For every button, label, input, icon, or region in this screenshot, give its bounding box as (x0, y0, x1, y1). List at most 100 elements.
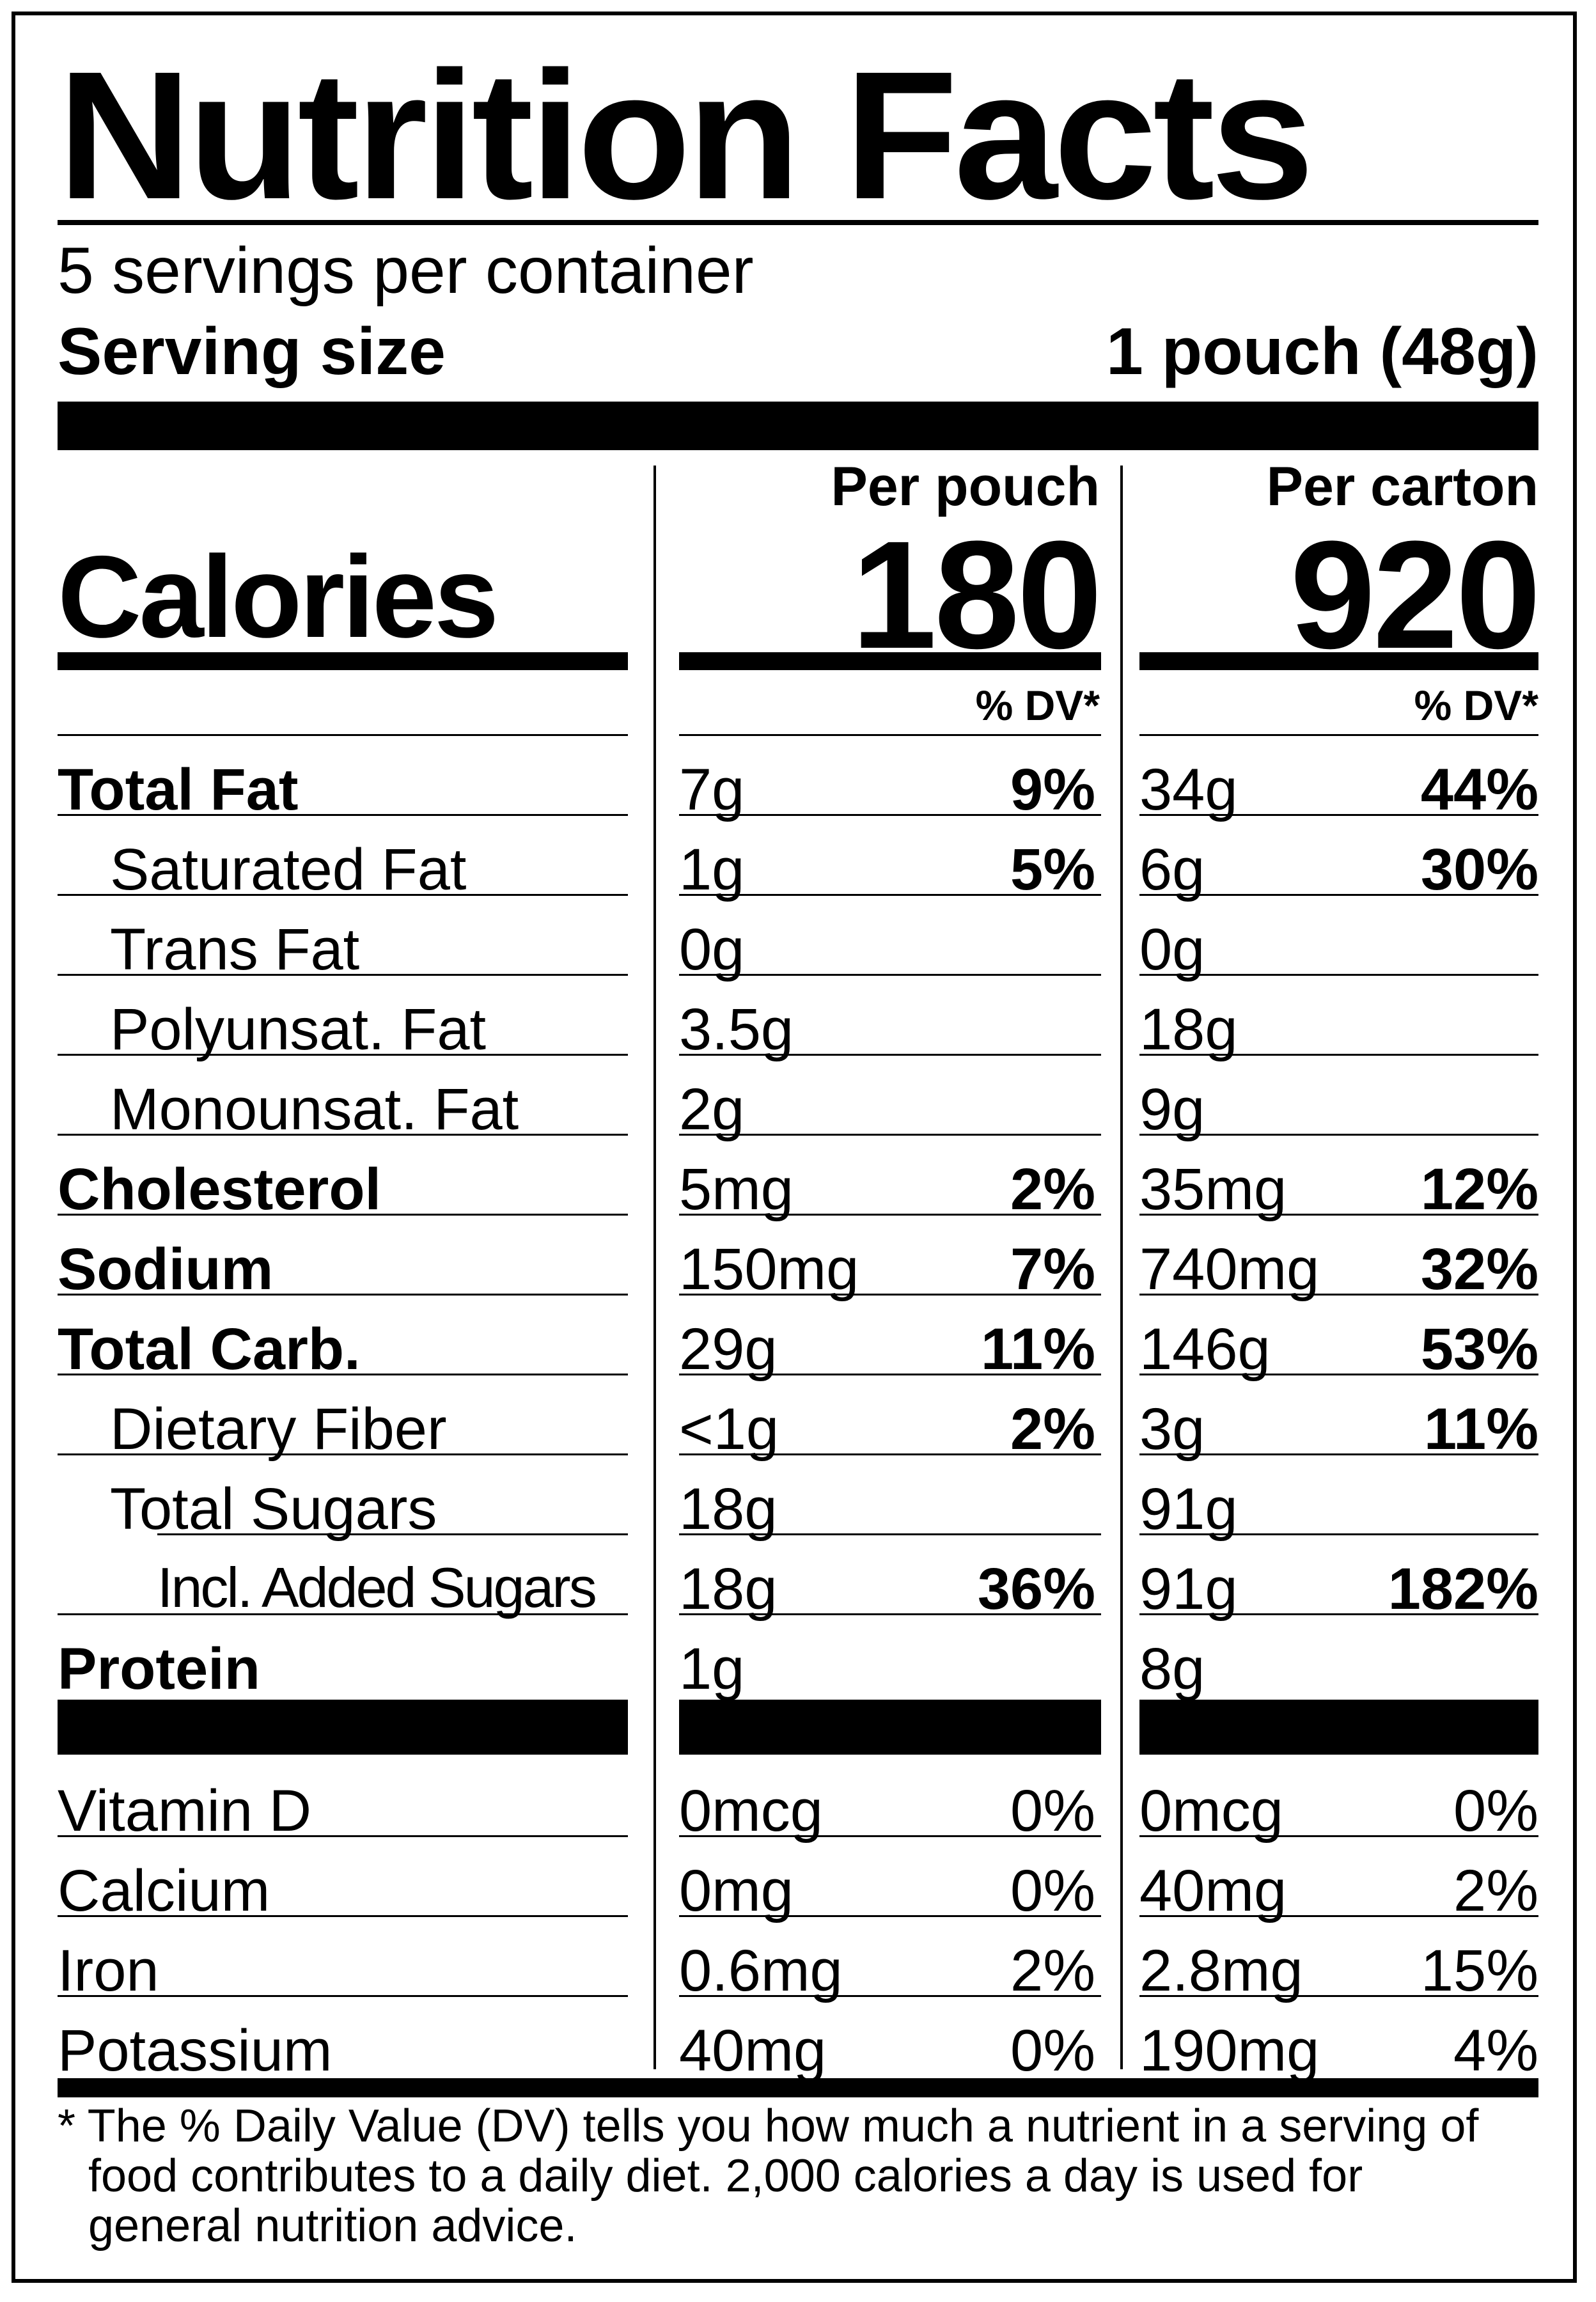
nutrient-label: Trans Fat (110, 917, 360, 982)
column-divider-right (1120, 466, 1123, 2069)
vitamin-row-potassium: Potassium 40mg 0% 190mg 4% (0, 1997, 1596, 2083)
carton-dv: 15% (1420, 1938, 1538, 2003)
row-rule-pouch (679, 1054, 1101, 1056)
row-rule-carton (1139, 1134, 1538, 1136)
nutrient-label: Total Carb. (58, 1317, 361, 1382)
pouch-dv: 2% (1010, 1938, 1095, 2003)
dv-header-pouch: % DV* (975, 682, 1100, 729)
footnote: * The % Daily Value (DV) tells you how m… (58, 2101, 1547, 2251)
dv-header-rule-label (58, 734, 628, 736)
pouch-amount: 18g (679, 1476, 778, 1542)
row-rule-pouch (679, 1835, 1101, 1837)
carton-amount: 2.8mg (1139, 1938, 1303, 2003)
row-rule-carton (1139, 1533, 1538, 1535)
pouch-amount: 1g (679, 837, 745, 902)
vitamin-label: Potassium (58, 2018, 332, 2083)
carton-amount: 8g (1139, 1636, 1205, 1702)
nutrient-label: Polyunsat. Fat (110, 997, 487, 1062)
row-rule-label (58, 1134, 628, 1136)
carton-amount: 35mg (1139, 1157, 1287, 1222)
calories-bar-label (58, 652, 628, 670)
carton-amount: 91g (1139, 1476, 1238, 1542)
nutrient-label: Sodium (58, 1237, 274, 1302)
footnote-line-1: * The % Daily Value (DV) tells you how m… (58, 2101, 1479, 2152)
pouch-amount: 0mcg (679, 1778, 823, 1844)
row-rule-label (58, 1835, 628, 1837)
carton-dv: 30% (1420, 837, 1538, 902)
dv-header-rule-carton (1139, 734, 1538, 736)
row-rule-pouch (679, 1533, 1101, 1535)
row-rule-carton (1139, 814, 1538, 816)
pouch-amount: 7g (679, 757, 745, 822)
pouch-amount: 40mg (679, 2018, 827, 2083)
vitamin-label: Vitamin D (58, 1778, 312, 1844)
carton-amount: 18g (1139, 997, 1238, 1062)
nutrient-label: Saturated Fat (110, 837, 467, 902)
carton-dv: 53% (1420, 1317, 1538, 1382)
carton-dv: 182% (1388, 1556, 1538, 1622)
per-carton-header: Per carton (1266, 456, 1538, 517)
carton-amount: 6g (1139, 837, 1205, 902)
row-rule-pouch (679, 1134, 1101, 1136)
nutrient-label: Incl. Added Sugars (157, 1556, 597, 1619)
row-rule-pouch (679, 1995, 1101, 1997)
row-rule-pouch (679, 974, 1101, 976)
nutrient-row-total-carb: Total Carb. 29g 11% 146g 53% (0, 1296, 1596, 1379)
carton-amount: 91g (1139, 1556, 1238, 1622)
calories-bar-carton (1139, 652, 1538, 670)
pouch-dv: 11% (980, 1317, 1095, 1382)
protein-bar-label (58, 1700, 628, 1755)
pouch-dv: 2% (1010, 1157, 1095, 1222)
vitamin-row-iron: Iron 0.6mg 2% 2.8mg 15% (0, 1917, 1596, 2003)
row-rule-label (58, 894, 628, 896)
row-rule-label (58, 1613, 628, 1615)
pouch-dv: 7% (1010, 1237, 1095, 1302)
carton-dv: 0% (1453, 1778, 1538, 1844)
vitamin-row-vitamin-d: Vitamin D 0mcg 0% 0mcg 0% (0, 1757, 1596, 1844)
nutrient-label: Cholesterol (58, 1157, 382, 1222)
carton-amount: 9g (1139, 1077, 1205, 1142)
carton-amount: 3g (1139, 1397, 1205, 1462)
footnote-bar (58, 2078, 1538, 2097)
nutrient-row-added-sugars: Incl. Added Sugars 18g 36% 91g 182% (0, 1535, 1596, 1622)
vitamin-row-calcium: Calcium 0mg 0% 40mg 2% (0, 1837, 1596, 1920)
carton-amount: 0g (1139, 917, 1205, 982)
vitamin-label: Iron (58, 1938, 159, 2003)
nutrient-row-monounsat-fat: Monounsat. Fat 2g 9g (0, 1056, 1596, 1142)
row-rule-pouch (679, 1374, 1101, 1375)
protein-bar-carton (1139, 1700, 1538, 1755)
nutrient-row-cholesterol: Cholesterol 5mg 2% 35mg 12% (0, 1136, 1596, 1222)
dv-header-rule-pouch (679, 734, 1101, 736)
pouch-amount: 150mg (679, 1237, 859, 1302)
nutrient-label: Total Sugars (110, 1476, 437, 1542)
carton-amount: 740mg (1139, 1237, 1320, 1302)
row-rule-carton (1139, 1374, 1538, 1375)
nutrient-row-protein: Protein 1g 8g (0, 1615, 1596, 1702)
carton-dv: 32% (1420, 1237, 1538, 1302)
pouch-amount: 5mg (679, 1157, 794, 1222)
row-rule-carton (1139, 1214, 1538, 1216)
row-rule-label (58, 974, 628, 976)
pouch-dv: 5% (1010, 837, 1095, 902)
column-divider-left (653, 466, 656, 2069)
carton-amount: 190mg (1139, 2018, 1320, 2083)
carton-amount: 0mcg (1139, 1778, 1283, 1844)
row-rule-label (58, 1054, 628, 1056)
nutrient-label: Monounsat. Fat (110, 1077, 519, 1142)
row-rule-carton (1139, 1453, 1538, 1455)
nutrient-row-trans-fat: Trans Fat 0g 0g (0, 896, 1596, 982)
servings-per-container: 5 servings per container (58, 234, 754, 307)
nutrient-row-sodium: Sodium 150mg 7% 740mg 32% (0, 1216, 1596, 1302)
carton-amount: 146g (1139, 1317, 1271, 1382)
pouch-amount: 29g (679, 1317, 778, 1382)
protein-bar-pouch (679, 1700, 1101, 1755)
calories-per-pouch: 180 (851, 509, 1102, 680)
carton-dv: 4% (1453, 2018, 1538, 2083)
nutrient-label: Protein (58, 1636, 260, 1702)
carton-dv: 11% (1423, 1397, 1538, 1462)
pouch-amount: 1g (679, 1636, 745, 1702)
footnote-line-3: general nutrition advice. (88, 2200, 577, 2251)
pouch-dv: 2% (1010, 1397, 1095, 1462)
row-rule-label (58, 1453, 628, 1455)
title-rule (58, 220, 1538, 225)
